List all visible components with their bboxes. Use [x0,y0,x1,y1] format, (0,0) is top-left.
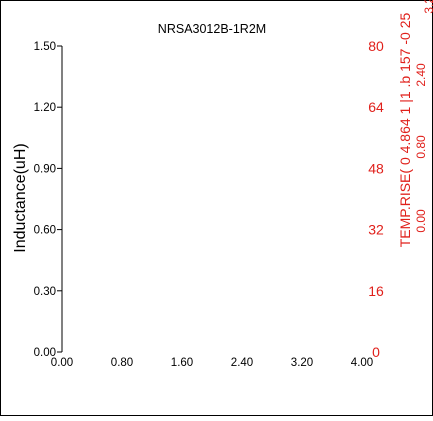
stray-tick-label: 0.80 [414,135,428,159]
x-tick-label: 0.00 [51,357,73,369]
y2-tick-label: 64 [368,99,384,115]
x-tick-label: 3.20 [291,357,313,369]
x-tick-label: 1.60 [171,357,193,369]
y-tick-label: 1.20 [34,102,56,114]
y2-tick-label: 80 [368,38,384,54]
y2-tick-label: 0 [372,344,380,360]
y2-tick-label: 16 [368,283,384,299]
x-tick-label: 4.00 [351,357,373,369]
y2-axis-label: TEMP.RISE( 0 4.864 1 |1 .b 157 -0 25 [397,13,413,248]
y-tick-label: 0.60 [34,225,56,237]
chart-title: NRSA3012B-1R2M [158,22,266,36]
stray-tick-labels: 0.00 0.80 2.40 3.20 [414,0,433,233]
y-tick-label: 0.30 [34,286,56,298]
stray-tick-label: 2.40 [414,63,428,87]
y-tick-label: 0.00 [34,347,56,359]
y-axis-ticks: 0.00 0.30 0.60 0.90 1.20 1.50 [34,41,62,359]
x-tick-label: 0.80 [111,357,133,369]
y-axis-label: Inductance(uH) [12,143,29,252]
y2-axis-ticks: 0 16 32 48 64 80 [368,38,384,360]
y-tick-label: 0.90 [34,163,56,175]
x-tick-label: 2.40 [231,357,253,369]
x-axis-ticks: 0.00 0.80 1.60 2.40 3.20 4.00 [51,357,373,369]
y2-tick-label: 32 [368,222,384,238]
stray-tick-label: 0.00 [414,209,428,233]
y-tick-label: 1.50 [34,41,56,53]
y2-tick-label: 48 [368,160,384,176]
stray-tick-label: 3.20 [422,0,433,14]
